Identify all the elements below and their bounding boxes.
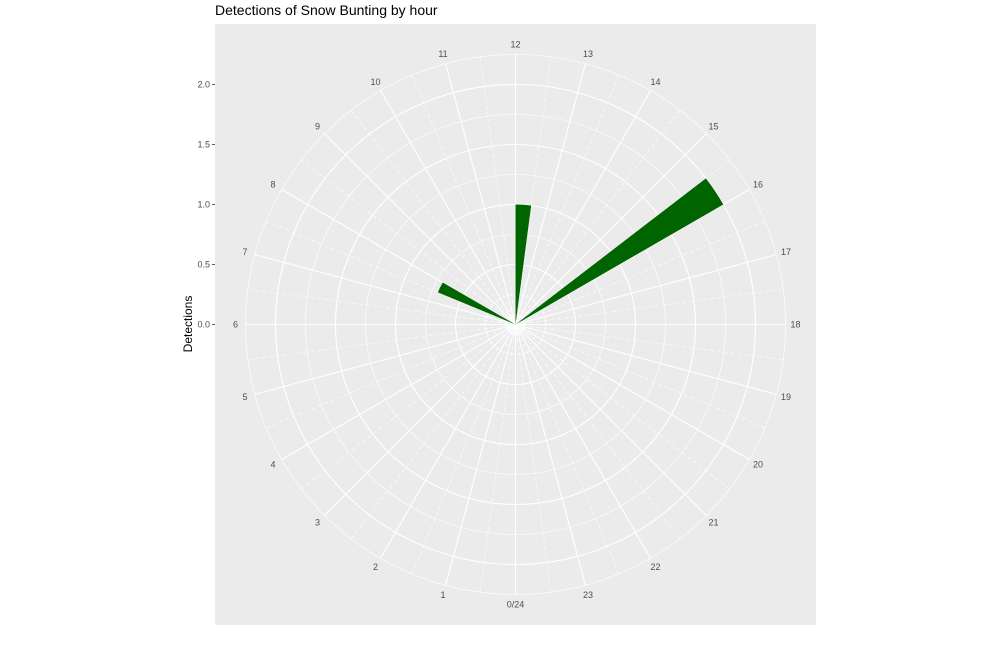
minor-radial-gridline bbox=[247, 288, 516, 325]
hour-tick-label: 10 bbox=[370, 77, 380, 87]
major-radial-gridline bbox=[515, 323, 777, 395]
hour-tick-label: 16 bbox=[753, 180, 763, 190]
minor-radial-gridline bbox=[515, 324, 681, 539]
minor-radial-gridline bbox=[350, 324, 516, 539]
chart-title: Detections of Snow Bunting by hour bbox=[215, 2, 438, 18]
hour-tick-label: 8 bbox=[271, 180, 276, 190]
y-tick-label: 1.5 bbox=[197, 140, 210, 150]
minor-radial-gridline bbox=[301, 324, 516, 490]
major-radial-gridline bbox=[515, 254, 777, 326]
bars-group bbox=[437, 178, 724, 325]
major-radial-gridline bbox=[515, 324, 750, 460]
hour-tick-label: 22 bbox=[650, 562, 660, 572]
hour-tick-label: 17 bbox=[781, 247, 791, 257]
major-radial-gridline bbox=[515, 324, 651, 559]
major-radial-gridline bbox=[324, 324, 516, 516]
minor-radial-gridline bbox=[515, 324, 730, 490]
hour-tick-label: 0/24 bbox=[507, 600, 525, 610]
major-radial-gridline bbox=[324, 133, 516, 325]
bar-wedge bbox=[437, 282, 516, 325]
y-tick-label: 0.0 bbox=[197, 320, 210, 330]
hour-tick-label: 19 bbox=[781, 392, 791, 402]
hour-tick-label: 13 bbox=[583, 49, 593, 59]
major-radial-gridline bbox=[380, 324, 516, 559]
minor-radial-gridline bbox=[515, 110, 681, 325]
hour-tick-label: 15 bbox=[708, 122, 718, 132]
minor-radial-gridline bbox=[479, 324, 516, 593]
major-radial-gridline bbox=[514, 324, 586, 586]
hour-tick-label: 23 bbox=[583, 590, 593, 600]
y-tick-label: 0.5 bbox=[197, 260, 210, 270]
y-axis-label: Detections bbox=[181, 296, 195, 353]
minor-radial-gridline bbox=[515, 324, 552, 593]
minor-radial-gridline bbox=[301, 159, 516, 325]
major-radial-gridline bbox=[445, 324, 517, 586]
minor-radial-gridline bbox=[350, 110, 516, 325]
hour-labels: 0/24123456789101112131415161718192021222… bbox=[233, 40, 801, 610]
minor-radial-gridline bbox=[515, 74, 620, 325]
hour-tick-label: 20 bbox=[753, 460, 763, 470]
hour-tick-label: 9 bbox=[315, 122, 320, 132]
major-radial-gridline bbox=[445, 63, 517, 325]
minor-radial-gridline bbox=[411, 74, 516, 325]
minor-radial-gridline bbox=[515, 220, 766, 325]
minor-radial-gridline bbox=[265, 324, 516, 429]
hour-tick-label: 21 bbox=[708, 517, 718, 527]
hour-tick-label: 3 bbox=[315, 517, 320, 527]
major-radial-gridline bbox=[281, 324, 516, 460]
major-radial-gridline bbox=[515, 133, 707, 325]
minor-radial-gridline bbox=[515, 324, 784, 361]
minor-radial-gridline bbox=[247, 324, 516, 361]
hour-tick-label: 18 bbox=[790, 320, 800, 330]
hour-tick-label: 11 bbox=[438, 49, 447, 59]
minor-radial-gridline bbox=[515, 324, 620, 575]
hour-tick-label: 6 bbox=[233, 320, 238, 330]
hour-tick-label: 1 bbox=[441, 590, 446, 600]
hour-tick-label: 14 bbox=[650, 77, 660, 87]
major-radial-gridline bbox=[254, 323, 516, 395]
grid-lines bbox=[245, 54, 786, 595]
major-radial-gridline bbox=[515, 90, 651, 325]
minor-radial-gridline bbox=[515, 288, 784, 325]
hour-tick-label: 2 bbox=[373, 562, 378, 572]
bar-wedge bbox=[515, 204, 532, 325]
major-radial-gridline bbox=[254, 254, 516, 326]
major-radial-gridline bbox=[281, 189, 516, 325]
hour-tick-label: 5 bbox=[243, 392, 248, 402]
hour-tick-label: 7 bbox=[243, 247, 248, 257]
y-tick-label: 2.0 bbox=[197, 80, 210, 90]
minor-radial-gridline bbox=[411, 324, 516, 575]
y-tick-label: 1.0 bbox=[197, 200, 210, 210]
hour-tick-label: 12 bbox=[510, 40, 520, 50]
major-radial-gridline bbox=[514, 63, 586, 325]
major-radial-gridline bbox=[380, 90, 516, 325]
hour-tick-label: 4 bbox=[271, 460, 276, 470]
y-axis: 0.0 0.5 1.0 1.5 2.0 bbox=[197, 80, 215, 330]
bar-wedge bbox=[515, 178, 724, 325]
minor-radial-gridline bbox=[479, 56, 516, 325]
minor-radial-gridline bbox=[515, 324, 766, 429]
major-radial-gridline bbox=[515, 324, 707, 516]
